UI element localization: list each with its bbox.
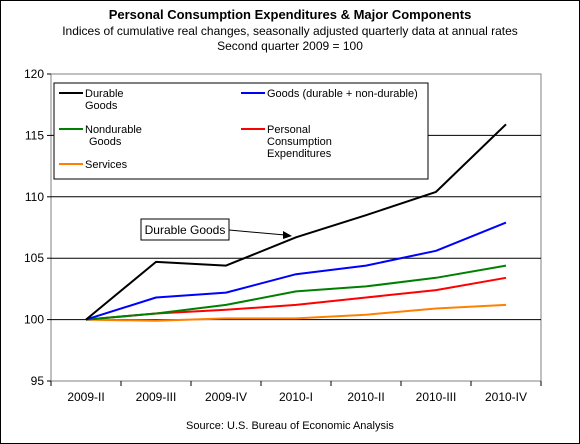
legend-label-goods: Goods (durable + non-durable) bbox=[267, 88, 418, 100]
series-line-durable bbox=[85, 123, 507, 321]
x-tick-label: 2010-I bbox=[279, 390, 313, 404]
chart-title: Personal Consumption Expenditures & Majo… bbox=[109, 7, 472, 22]
y-tick-label: 105 bbox=[24, 251, 44, 265]
series-line-goods bbox=[85, 221, 507, 321]
x-tick-label: 2010-III bbox=[416, 390, 457, 404]
annotation-durable-goods: Durable Goods bbox=[140, 218, 292, 241]
annotation-label: Durable Goods bbox=[145, 223, 226, 237]
x-tick-label: 2010-II bbox=[347, 390, 384, 404]
legend-label-durable: Goods bbox=[85, 100, 118, 112]
legend-label-pce: Expenditures bbox=[267, 148, 332, 160]
annotation-box bbox=[140, 218, 230, 241]
x-tick-label: 2010-IV bbox=[485, 390, 527, 404]
series-line-nondurable bbox=[85, 264, 507, 321]
legend-label-nondurable: Goods bbox=[89, 136, 122, 148]
legend-label-nondurable: Nondurable bbox=[85, 124, 142, 136]
y-tick-label: 100 bbox=[24, 313, 44, 327]
x-tick-label: 2009-IV bbox=[205, 390, 247, 404]
x-tick-label: 2009-II bbox=[67, 390, 104, 404]
y-axis: 95 100 105 110 115 120 bbox=[24, 67, 51, 388]
legend-label-pce: Personal bbox=[267, 124, 310, 136]
chart-subtitle-line-1: Indices of cumulative real changes, seas… bbox=[62, 24, 518, 38]
series-lines bbox=[85, 123, 507, 322]
annotation-arrow-line bbox=[228, 229, 286, 236]
y-tick-label: 110 bbox=[25, 190, 44, 204]
chart-subtitle-line-2: Second quarter 2009 = 100 bbox=[217, 39, 363, 53]
y-tick-label: 120 bbox=[24, 67, 44, 81]
legend-label-pce: Consumption bbox=[267, 136, 332, 148]
y-tick-label: 95 bbox=[31, 374, 45, 388]
x-tick-label: 2009-III bbox=[136, 390, 177, 404]
y-tick-label: 115 bbox=[25, 128, 44, 142]
legend-label-services: Services bbox=[85, 159, 128, 171]
series-line-services bbox=[85, 303, 507, 322]
annotation-arrowhead bbox=[283, 231, 292, 239]
legend-label-durable: Durable bbox=[85, 88, 124, 100]
chart-source: Source: U.S. Bureau of Economic Analysis bbox=[186, 420, 394, 432]
legend-box bbox=[53, 82, 429, 180]
x-axis: 2009-II 2009-III 2009-IV 2010-I 2010-II 2010-… bbox=[50, 381, 542, 404]
